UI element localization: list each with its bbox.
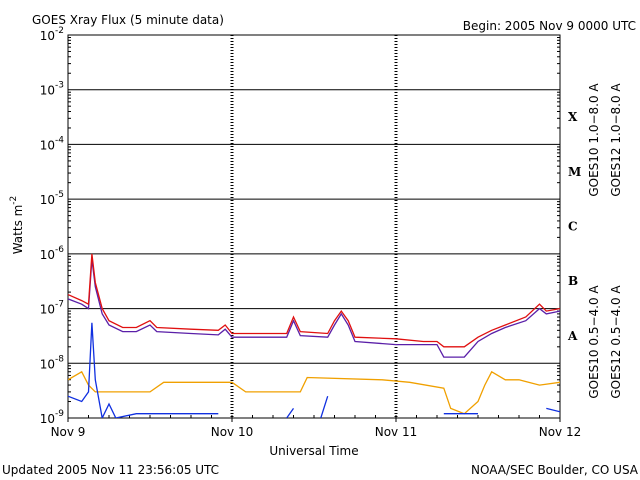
y-axis-label-exponent: -2 <box>9 196 19 205</box>
y-tick-exponent: -4 <box>55 135 64 145</box>
legend-entry: GOES12 0.5−4.0 A <box>609 285 623 399</box>
series-line <box>68 322 560 418</box>
y-tick-label: 10-4 <box>40 135 65 152</box>
y-axis-label: Watts m-2 <box>9 196 25 255</box>
y-tick-base: 10 <box>40 248 55 262</box>
x-tick-label: Nov 12 <box>539 425 582 439</box>
y-axis-label-text: Watts m <box>11 205 25 255</box>
y-tick-exponent: -9 <box>55 409 64 419</box>
y-tick-exponent: -5 <box>55 190 64 200</box>
flare-class-label: M <box>568 165 581 179</box>
y-tick-exponent: -3 <box>55 81 64 91</box>
y-tick-label: 10-5 <box>40 190 64 207</box>
chart-title: GOES Xray Flux (5 minute data) <box>32 13 224 27</box>
chart-subtitle: Begin: 2005 Nov 9 0000 UTC <box>463 19 636 33</box>
y-tick-exponent: -6 <box>55 245 64 255</box>
flare-class-label: C <box>568 220 578 234</box>
x-tick-label: Nov 10 <box>211 425 254 439</box>
y-tick-base: 10 <box>40 138 55 152</box>
x-tick-label: Nov 9 <box>51 425 86 439</box>
y-tick-base: 10 <box>40 193 55 207</box>
legend-entry: GOES12 1.0−8.0 A <box>609 83 623 197</box>
footer-left: Updated 2005 Nov 11 23:56:05 UTC <box>2 463 219 477</box>
y-tick-base: 10 <box>40 357 55 371</box>
x-tick-label: Nov 11 <box>375 425 418 439</box>
series-line <box>68 253 560 348</box>
y-tick-label: 10-6 <box>40 245 65 262</box>
series-line <box>68 259 560 358</box>
y-tick-label: 10-3 <box>40 81 64 98</box>
y-tick-base: 10 <box>40 29 55 43</box>
y-tick-label: 10-7 <box>40 300 64 317</box>
y-tick-base: 10 <box>40 84 55 98</box>
y-tick-label: 10-9 <box>40 409 65 426</box>
y-tick-exponent: -8 <box>55 354 64 364</box>
legend-entry: GOES10 1.0−8.0 A <box>587 83 601 197</box>
y-tick-label: 10-2 <box>40 26 64 43</box>
flare-class-label: A <box>567 329 578 343</box>
y-tick-base: 10 <box>40 303 55 317</box>
flare-class-label: B <box>568 274 578 288</box>
flare-class-label: X <box>568 110 578 124</box>
y-tick-base: 10 <box>40 412 55 426</box>
y-tick-label: 10-8 <box>40 354 65 371</box>
y-tick-exponent: -7 <box>55 300 64 310</box>
y-tick-exponent: -2 <box>55 26 64 36</box>
series-line <box>68 370 560 415</box>
legend-entry: GOES10 0.5−4.0 A <box>587 285 601 399</box>
footer-right: NOAA/SEC Boulder, CO USA <box>471 463 639 477</box>
plot-frame <box>67 34 561 419</box>
x-axis-label: Universal Time <box>269 444 358 458</box>
